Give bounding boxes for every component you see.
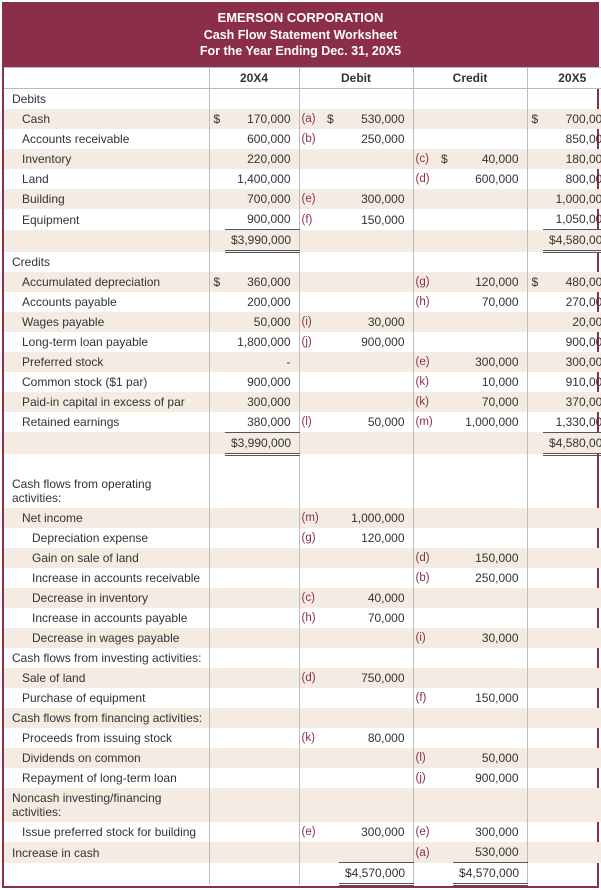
row-label: Land — [4, 169, 209, 189]
col-credit: Credit — [413, 68, 527, 89]
row-label: Purchase of equipment — [4, 688, 209, 708]
table-row: Inventory220,000(c)$40,000180,000 — [4, 149, 601, 169]
table-row: Gain on sale of land(d)150,000 — [4, 548, 601, 568]
row-label: Credits — [4, 252, 209, 272]
row-label: Retained earnings — [4, 412, 209, 433]
header: EMERSON CORPORATION Cash Flow Statement … — [4, 4, 597, 67]
row-label: Equipment — [4, 209, 209, 230]
table-row: Cash$170,000(a)$530,000$700,000 — [4, 109, 601, 129]
table-row: Debits — [4, 89, 601, 110]
row-label: Building — [4, 189, 209, 209]
row-label — [4, 230, 209, 252]
table-row: Accumulated depreciation$360,000(g)120,0… — [4, 272, 601, 292]
row-label: Accounts receivable — [4, 129, 209, 149]
row-label: Paid-in capital in excess of par — [4, 392, 209, 412]
row-label: Net income — [4, 508, 209, 528]
table-row: Increase in accounts payable(h)70,000 — [4, 608, 601, 628]
row-label: Increase in cash — [4, 842, 209, 863]
table-row: $4,570,000$4,570,000 — [4, 863, 601, 885]
row-label: Accumulated depreciation — [4, 272, 209, 292]
row-label: Sale of land — [4, 668, 209, 688]
col-label — [4, 68, 209, 89]
row-label: Depreciation expense — [4, 528, 209, 548]
table-row: Cash flows from operating activities: — [4, 474, 601, 508]
table-row: Net income(m)1,000,000 — [4, 508, 601, 528]
row-label: Long-term loan payable — [4, 332, 209, 352]
row-label: Wages payable — [4, 312, 209, 332]
report-title: Cash Flow Statement Worksheet — [4, 27, 597, 43]
row-label: Accounts payable — [4, 292, 209, 312]
row-label: Cash flows from financing activities: — [4, 708, 209, 728]
row-label: Noncash investing/financing activities: — [4, 788, 209, 822]
row-label: Debits — [4, 89, 209, 110]
row-label: Dividends on common — [4, 748, 209, 768]
row-label: Preferred stock — [4, 352, 209, 372]
table-row: Preferred stock-(e)300,000300,000 — [4, 352, 601, 372]
table-row: Decrease in wages payable(i)30,000 — [4, 628, 601, 648]
row-label: Proceeds from issuing stock — [4, 728, 209, 748]
table-row: Issue preferred stock for building(e)300… — [4, 822, 601, 842]
table-row: Land1,400,000(d)600,000800,000 — [4, 169, 601, 189]
table-row: Common stock ($1 par)900,000(k)10,000910… — [4, 372, 601, 392]
row-label: Repayment of long-term loan — [4, 768, 209, 788]
table-row: $3,990,000$4,580,000 — [4, 230, 601, 252]
row-label — [4, 432, 209, 454]
table-row: Accounts receivable600,000(b)250,000850,… — [4, 129, 601, 149]
worksheet-table: 20X4 Debit Credit 20X5 DebitsCash$170,00… — [4, 67, 601, 886]
table-row: Purchase of equipment(f)150,000 — [4, 688, 601, 708]
table-row: Long-term loan payable1,800,000(j)900,00… — [4, 332, 601, 352]
row-label: Increase in accounts payable — [4, 608, 209, 628]
table-row: Increase in cash(a)530,000 — [4, 842, 601, 863]
row-label: Common stock ($1 par) — [4, 372, 209, 392]
col-20x5: 20X5 — [527, 68, 601, 89]
row-label: Inventory — [4, 149, 209, 169]
company-name: EMERSON CORPORATION — [4, 10, 597, 27]
row-label: Decrease in wages payable — [4, 628, 209, 648]
table-row: Wages payable50,000(i)30,00020,000 — [4, 312, 601, 332]
table-row: Depreciation expense(g)120,000 — [4, 528, 601, 548]
column-header-row: 20X4 Debit Credit 20X5 — [4, 68, 601, 89]
table-row: Dividends on common(l)50,000 — [4, 748, 601, 768]
table-row: Paid-in capital in excess of par300,000(… — [4, 392, 601, 412]
row-label: Cash — [4, 109, 209, 129]
row-label: Cash flows from operating activities: — [4, 474, 209, 508]
worksheet-container: EMERSON CORPORATION Cash Flow Statement … — [2, 2, 599, 888]
row-label — [4, 863, 209, 885]
table-row: Sale of land(d)750,000 — [4, 668, 601, 688]
table-row: Increase in accounts receivable(b)250,00… — [4, 568, 601, 588]
row-label: Decrease in inventory — [4, 588, 209, 608]
row-label: Issue preferred stock for building — [4, 822, 209, 842]
table-row: Building700,000(e)300,0001,000,000 — [4, 189, 601, 209]
table-row: Cash flows from financing activities: — [4, 708, 601, 728]
table-row: Retained earnings380,000(l)50,000(m)1,00… — [4, 412, 601, 433]
report-period: For the Year Ending Dec. 31, 20X5 — [4, 43, 597, 59]
table-row — [4, 454, 601, 474]
table-row: Accounts payable200,000(h)70,000270,000 — [4, 292, 601, 312]
table-row: Noncash investing/financing activities: — [4, 788, 601, 822]
table-row: Repayment of long-term loan(j)900,000 — [4, 768, 601, 788]
col-debit: Debit — [299, 68, 413, 89]
row-label: Increase in accounts receivable — [4, 568, 209, 588]
table-row: Cash flows from investing activities: — [4, 648, 601, 668]
table-row: Decrease in inventory(c)40,000 — [4, 588, 601, 608]
table-row: Proceeds from issuing stock(k)80,000 — [4, 728, 601, 748]
row-label: Cash flows from investing activities: — [4, 648, 209, 668]
row-label: Gain on sale of land — [4, 548, 209, 568]
table-row: Credits — [4, 252, 601, 272]
table-row: Equipment900,000(f)150,0001,050,000 — [4, 209, 601, 230]
col-20x4: 20X4 — [209, 68, 299, 89]
table-row: $3,990,000$4,580,000 — [4, 432, 601, 454]
